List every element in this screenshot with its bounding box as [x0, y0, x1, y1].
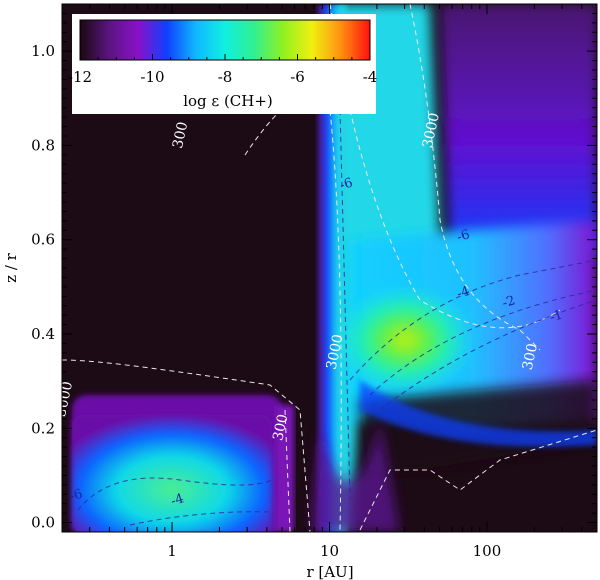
- x-tick-label: 100: [473, 542, 502, 560]
- outer-blue-rim: [360, 380, 597, 447]
- y-tick-label: 0.0: [31, 514, 55, 532]
- x-tick-label: 1: [167, 542, 177, 560]
- colorbar-tick-label: -8: [218, 68, 233, 86]
- contour-blue-inner-6: [77, 477, 273, 511]
- contour-label: 300: [520, 342, 541, 371]
- inner-band-core: [72, 415, 272, 532]
- y-tick-label: 0.2: [31, 419, 55, 437]
- contour-blue-wall: [339, 109, 351, 501]
- y-axis: 0.0 0.2 0.4 0.6 0.8 1.0: [31, 3, 597, 532]
- colorbar-tick-label: -10: [140, 68, 164, 86]
- contour-label: 300: [170, 120, 191, 149]
- colorbar-tick-label: -6: [290, 68, 305, 86]
- contour-label: 3000: [420, 111, 443, 149]
- midplane-bump: [310, 420, 400, 532]
- outer-upper-region: [440, 4, 597, 255]
- x-tick-label: 10: [320, 542, 339, 560]
- y-tick-label: 0.6: [31, 231, 55, 249]
- outer-disk-underside: [360, 380, 597, 470]
- y-tick-label: 0.4: [31, 325, 55, 343]
- contour-3000-left: [62, 359, 311, 532]
- x-axis-label: r [AU]: [306, 563, 353, 580]
- colorbar-tick-label: -12: [68, 68, 92, 86]
- inner-column: [276, 405, 294, 532]
- contour-label: 3000: [324, 333, 347, 371]
- contour-label: 3000: [53, 380, 76, 418]
- contour-labels: 300 300 300 3000 3000 3000 -4 -6 -4 -2 -1 -6 -6: [53, 111, 565, 509]
- contour-label: 300: [270, 413, 291, 442]
- contour-blue-minus2: [369, 289, 597, 396]
- contour-label: -6: [338, 175, 355, 193]
- contour-blue-minus1: [379, 299, 597, 411]
- contour-blue-inner-4: [129, 511, 273, 526]
- colorbar-tick-label: -4: [363, 68, 378, 86]
- contour-label: -4: [169, 491, 186, 509]
- y-tick-label: 0.8: [31, 136, 55, 154]
- colorbar: -12 -10 -8 -6 -4 log ε (CH+): [68, 14, 377, 114]
- contour-label: -6: [455, 227, 472, 245]
- contour-300-column: [284, 409, 291, 532]
- y-axis-label: z / r: [2, 252, 20, 282]
- contour-label: -1: [548, 307, 565, 325]
- y-tick-label: 1.0: [31, 42, 55, 60]
- x-axis: 1 10 100: [61, 4, 598, 560]
- colorbar-label-box: [168, 88, 288, 114]
- peak-abundance-spot: [335, 285, 475, 395]
- contour-3000-right: [409, 4, 541, 351]
- contour-label: -6: [68, 487, 85, 505]
- contour-300-lower: [359, 429, 597, 531]
- contour-blue-minus4: [349, 259, 597, 381]
- colorbar-ticks: -12 -10 -8 -6 -4: [68, 54, 377, 86]
- colorbar-label: log ε (CH+): [183, 92, 273, 110]
- contour-label: -4: [455, 284, 472, 302]
- contour-label: -2: [501, 293, 518, 311]
